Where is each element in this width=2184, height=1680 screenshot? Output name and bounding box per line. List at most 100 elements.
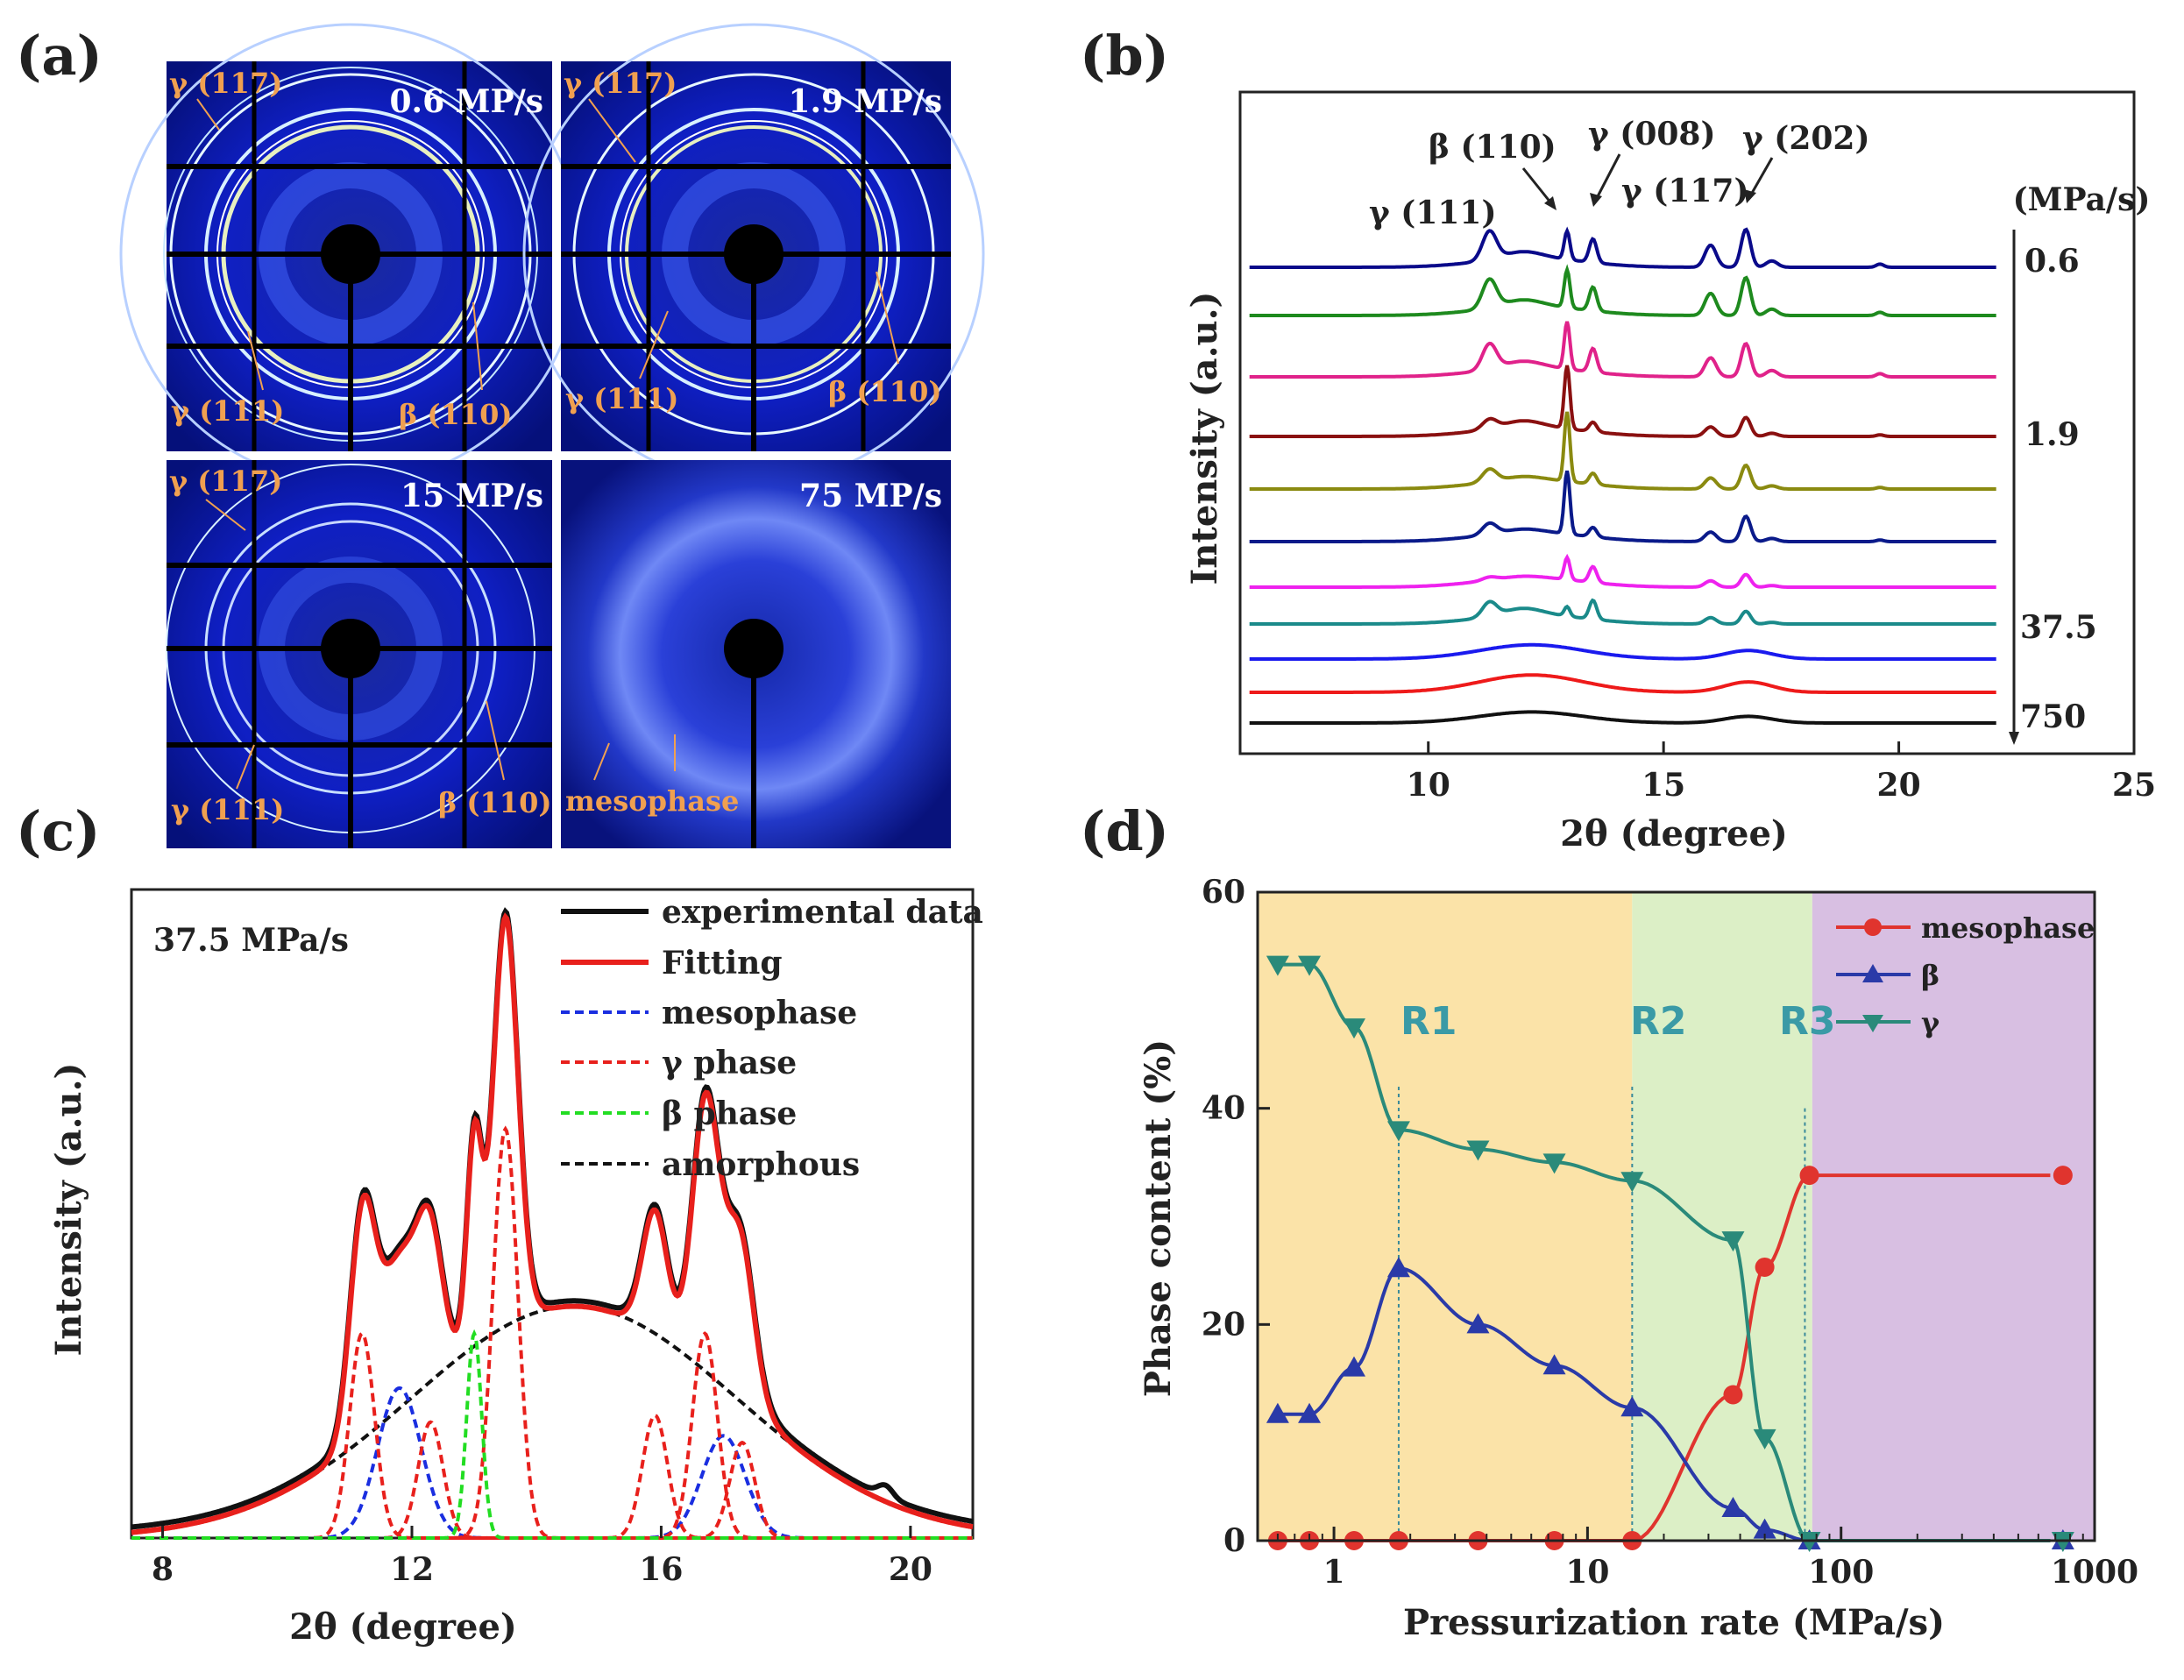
- marker-0-10: [2053, 1166, 2073, 1186]
- panel-label-c: (c): [16, 799, 100, 863]
- panel-label-d: (d): [1080, 799, 1169, 863]
- marker-2-0: [1266, 955, 1289, 976]
- d-ytick-60: 60: [1202, 874, 1245, 911]
- legend-gamma: γ phase: [662, 1045, 797, 1081]
- xrd-curve-5: [1249, 470, 1996, 543]
- legend-d-gamma: γ: [1921, 1006, 1940, 1039]
- panel-label-a: (a): [16, 24, 103, 88]
- peak-gamma-008: γ (008): [1588, 116, 1716, 152]
- marker-1-7: [1721, 1497, 1745, 1517]
- region-r1: [1258, 892, 1633, 1541]
- peak-label-a2-110: β (110): [828, 375, 941, 408]
- mesophase-peak-0: [131, 1386, 973, 1540]
- marker-1-5: [1542, 1354, 1566, 1375]
- panel-b-ylabel: Intensity (a.u.): [1184, 292, 1225, 585]
- rate-label-a3: 15 MP/s: [401, 478, 543, 514]
- xrd-curve-2: [1249, 321, 1996, 379]
- panel-c-xlabel: 2θ (degree): [289, 1606, 517, 1648]
- rate-1.9: 1.9: [2024, 416, 2080, 453]
- marker-1-6: [1620, 1396, 1644, 1417]
- marker-2-1: [1298, 955, 1322, 976]
- xrd-curve-1: [1249, 264, 1996, 317]
- marker-2-7: [1721, 1231, 1745, 1252]
- marker-1-8: [1753, 1518, 1776, 1539]
- legend-fit: Fitting: [662, 945, 783, 982]
- rate-750: 750: [2020, 698, 2086, 735]
- region-label-r2: R2: [1630, 999, 1687, 1044]
- marker-2-4: [1466, 1140, 1490, 1161]
- xrd-curve-6: [1249, 553, 1996, 589]
- peak-label-a3-111: γ (111): [171, 793, 284, 826]
- arrow-202-head: [1744, 189, 1756, 203]
- gamma-peak-5: [131, 1440, 973, 1540]
- panel-d-ylabel: Phase content (%): [1138, 1039, 1179, 1397]
- marker-1-0: [1266, 1402, 1289, 1423]
- xrd-curve-4: [1249, 411, 1996, 491]
- xrd-curve-0: [1249, 226, 1996, 269]
- panel-d-xlabel: Pressurization rate (MPa/s): [1403, 1602, 1945, 1643]
- c-xtick-12: 12: [390, 1551, 434, 1588]
- arrow-202: [1749, 157, 1774, 195]
- b-xtick-10: 10: [1407, 767, 1450, 804]
- peak-gamma-111: γ (111): [1369, 195, 1497, 231]
- arrow-008: [1595, 153, 1621, 199]
- xrd-curve-10: [1249, 710, 1996, 725]
- legend-marker-meso-d: [1864, 918, 1882, 936]
- d-ytick-0: 0: [1223, 1522, 1245, 1559]
- arrow-008-head: [1590, 193, 1602, 207]
- marker-2-8: [1753, 1428, 1776, 1450]
- d-xtick-100: 100: [1808, 1554, 1874, 1591]
- legend-marker-gamma-d: [1862, 1015, 1883, 1032]
- d-ytick-20: 20: [1202, 1306, 1245, 1343]
- peak-beta-110: β (110): [1429, 129, 1556, 166]
- gamma-peak-4: [131, 1331, 973, 1540]
- legend-beta: β phase: [662, 1095, 797, 1132]
- marker-2-2: [1342, 1018, 1365, 1039]
- region-label-r1: R1: [1400, 999, 1457, 1044]
- panel-label-b: (b): [1080, 24, 1169, 88]
- d-xtick-1: 1: [1323, 1554, 1345, 1591]
- panel-d-chart: 1 10 100 1000 0 20 40 60 Pressurization rate (M…: [1138, 874, 2138, 1643]
- peak-label-a3-110: β (110): [438, 786, 551, 819]
- panel-b-unit: (MPa/s): [2013, 181, 2151, 218]
- xrd-image-75: 75 MP/s mesophase: [561, 460, 951, 848]
- xrd-image-0.6: 0.6 MP/s γ (117) γ (111) β (110): [119, 23, 582, 486]
- peak-label-a2-111: γ (111): [565, 382, 678, 415]
- marker-1-4: [1466, 1313, 1490, 1334]
- mesophase-label: mesophase: [565, 784, 739, 818]
- marker-0-7: [1723, 1385, 1743, 1405]
- panel-b-chart: 10 15 20 25 2θ (degree) Intensity (a.u.) (M…: [1184, 90, 2156, 854]
- peak-label-a1-111: γ (111): [171, 394, 284, 428]
- arrow-beta-head: [1544, 196, 1556, 210]
- b-xtick-20: 20: [1877, 767, 1921, 804]
- legend-meso: mesophase: [662, 995, 857, 1031]
- legend-d-meso: mesophase: [1921, 911, 2095, 945]
- peak-gamma-202: γ (202): [1742, 120, 1870, 157]
- panel-b-xlabel: 2θ (degree): [1560, 813, 1788, 854]
- rate-37.5: 37.5: [2020, 609, 2097, 646]
- d-xtick-10: 10: [1565, 1554, 1609, 1591]
- rate-label-a1: 0.6 MP/s: [390, 83, 544, 120]
- b-xtick-25: 25: [2112, 767, 2156, 804]
- c-xtick-20: 20: [889, 1551, 932, 1588]
- legend-marker-beta-d: [1862, 964, 1883, 982]
- panel-c-title: 37.5 MPa/s: [153, 922, 349, 959]
- panel-c-ylabel: Intensity (a.u.): [48, 1063, 89, 1357]
- b-xtick-15: 15: [1642, 767, 1685, 804]
- region-label-r3: R3: [1779, 999, 1836, 1044]
- xrd-image-15: 15 MP/s γ (117) γ (111) β (110): [166, 460, 552, 848]
- peak-label-a2-117: γ (117): [564, 67, 677, 100]
- peak-gamma-117: γ (117): [1621, 173, 1749, 209]
- c-xtick-16: 16: [639, 1551, 683, 1588]
- d-ytick-40: 40: [1202, 1090, 1245, 1127]
- panel-c-legend: experimental data Fitting mesophase γ ph…: [561, 894, 983, 1183]
- mesophase-peak-1: [131, 1434, 973, 1540]
- marker-2-5: [1542, 1153, 1566, 1174]
- xrd-curve-8: [1249, 642, 1996, 661]
- d-xtick-1000: 1000: [2051, 1554, 2138, 1591]
- peak-label-a1-110: β (110): [399, 398, 512, 431]
- panel-d-legend: mesophase β γ: [1836, 911, 2095, 1039]
- panel-d-frame: [1256, 890, 2096, 1542]
- region-r3: [1812, 892, 2095, 1541]
